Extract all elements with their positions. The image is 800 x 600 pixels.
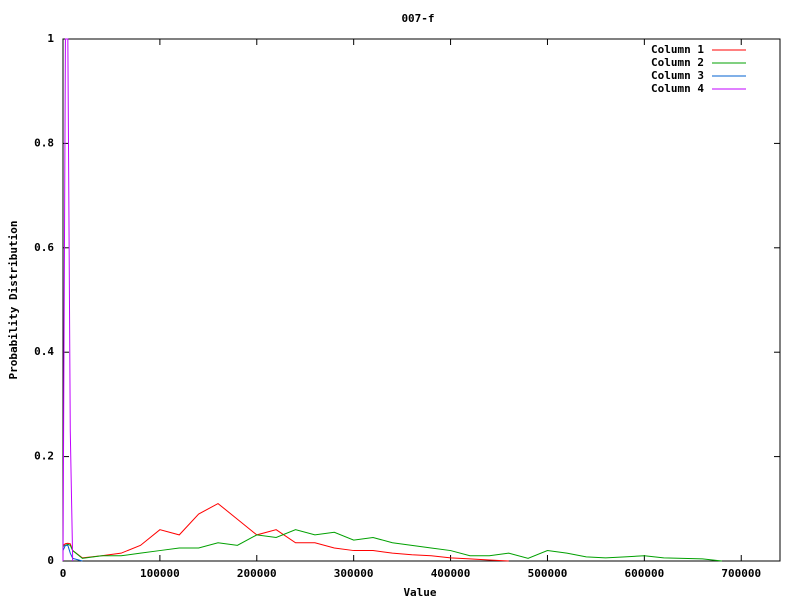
legend-label: Column 4 (651, 82, 704, 95)
plot-frame (62, 38, 781, 562)
x-tick-label: 200000 (237, 567, 277, 580)
x-tick-label: 400000 (431, 567, 471, 580)
y-axis-label: Probability Distribution (7, 221, 20, 380)
series-line (62, 544, 83, 562)
x-tick-label: 300000 (334, 567, 374, 580)
y-tick-label: 1 (47, 32, 54, 45)
chart-title: 007-f (401, 12, 434, 25)
x-tick-label: 600000 (624, 567, 664, 580)
legend-label: Column 3 (651, 69, 704, 82)
series-line (62, 502, 509, 562)
y-tick-label: 0 (47, 554, 54, 567)
x-tick-label: 700000 (721, 567, 761, 580)
legend-label: Column 2 (651, 56, 704, 69)
y-tick-label: 0.6 (34, 241, 54, 254)
series-line (62, 38, 74, 562)
x-tick-label: 500000 (528, 567, 568, 580)
y-tick-label: 0.8 (34, 136, 54, 149)
x-axis-label: Value (403, 586, 436, 599)
y-tick-label: 0.2 (34, 450, 54, 463)
series-line (62, 529, 722, 562)
y-tick-label: 0.4 (34, 345, 54, 358)
legend-label: Column 1 (651, 43, 704, 56)
x-tick-label: 100000 (140, 567, 180, 580)
x-tick-label: 0 (60, 567, 67, 580)
